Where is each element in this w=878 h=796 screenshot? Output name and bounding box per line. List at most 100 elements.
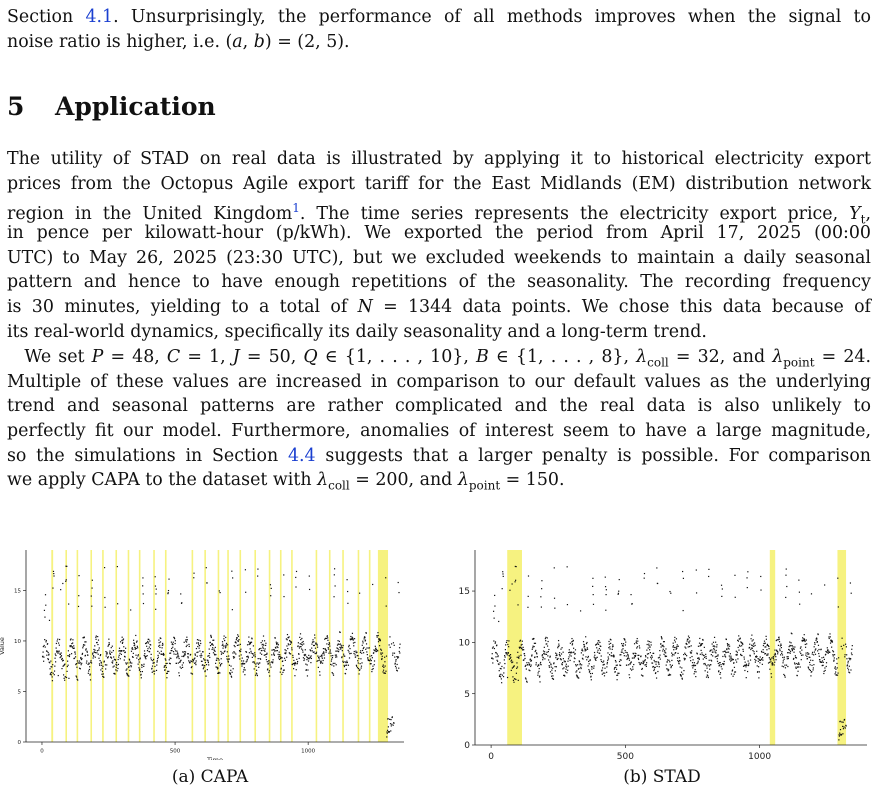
data-point: [800, 659, 802, 661]
data-point: [682, 577, 685, 579]
data-point: [67, 664, 69, 666]
data-point: [222, 647, 224, 649]
data-point: [377, 634, 379, 637]
data-point: [241, 660, 243, 662]
data-point: [370, 660, 372, 662]
data-point: [836, 674, 839, 676]
data-point: [279, 654, 281, 656]
data-point: [86, 660, 88, 662]
data-point: [850, 592, 852, 594]
data-point: [116, 664, 118, 666]
data-point: [846, 654, 848, 656]
data-point: [146, 650, 149, 652]
data-point: [642, 663, 645, 665]
data-point: [556, 654, 558, 657]
data-point: [708, 659, 710, 661]
data-point: [523, 659, 525, 661]
data-point: [396, 663, 398, 666]
data-point: [788, 648, 790, 651]
data-point: [520, 644, 522, 646]
data-point: [78, 575, 80, 577]
data-point: [581, 648, 583, 650]
data-point: [556, 658, 559, 660]
data-point: [348, 657, 351, 659]
data-point: [589, 670, 591, 672]
data-point: [672, 642, 674, 644]
data-point: [209, 644, 212, 647]
data-point: [170, 652, 172, 654]
data-point: [326, 643, 328, 645]
data-point: [158, 645, 160, 647]
data-point: [516, 667, 518, 669]
data-point: [330, 660, 332, 662]
data-point: [191, 666, 193, 668]
data-point: [168, 662, 171, 664]
data-point: [257, 575, 259, 577]
data-point: [515, 566, 517, 568]
data-point: [352, 638, 354, 640]
data-point: [336, 647, 338, 649]
section-ref-link[interactable]: 4.4: [287, 445, 316, 466]
data-point: [74, 656, 77, 658]
footnote-link[interactable]: 1: [292, 201, 300, 216]
data-point: [354, 641, 356, 644]
data-point: [599, 649, 602, 651]
data-point: [831, 640, 833, 642]
data-point: [557, 657, 559, 660]
x-axis-label: Time: [206, 756, 223, 760]
data-point: [115, 666, 117, 668]
data-point: [246, 644, 249, 646]
data-point: [355, 650, 357, 652]
data-point: [187, 656, 189, 658]
data-point: [218, 590, 220, 592]
data-point: [99, 654, 101, 657]
data-point: [821, 661, 823, 663]
data-point: [75, 663, 77, 666]
data-point: [842, 733, 844, 735]
data-point: [138, 661, 140, 663]
data-point: [314, 652, 316, 655]
data-point: [95, 638, 97, 640]
data-point: [526, 680, 528, 682]
data-point: [167, 592, 169, 594]
data-point: [228, 655, 230, 657]
data-point: [104, 664, 106, 666]
data-point: [666, 668, 668, 670]
data-point: [524, 655, 526, 657]
data-point: [563, 674, 565, 677]
data-point: [145, 655, 147, 658]
data-point: [576, 670, 578, 672]
data-point: [56, 650, 58, 652]
data-point: [825, 653, 827, 655]
data-point: [498, 663, 500, 666]
data-point: [198, 647, 200, 649]
data-point: [616, 674, 618, 676]
data-point: [782, 666, 785, 668]
data-point: [171, 643, 174, 645]
data-point: [373, 652, 375, 654]
data-point: [589, 659, 591, 662]
data-point: [131, 648, 133, 650]
data-point: [634, 652, 636, 654]
section-ref-link[interactable]: 4.1: [85, 7, 114, 27]
data-point: [801, 640, 803, 642]
data-point: [767, 644, 769, 647]
data-point: [658, 663, 660, 665]
data-point: [656, 567, 658, 569]
data-point: [380, 653, 382, 655]
data-point: [230, 669, 232, 671]
data-point: [639, 663, 642, 665]
data-point: [624, 638, 626, 640]
data-point: [637, 654, 639, 656]
data-point: [811, 671, 813, 673]
data-point: [44, 639, 46, 641]
data-point: [204, 670, 206, 672]
data-point: [359, 592, 361, 594]
data-point: [788, 649, 791, 651]
data-point: [389, 718, 391, 720]
intro-paragraph: Section 4.1. Unsurprisingly, the perform…: [7, 5, 871, 54]
data-point: [664, 655, 666, 657]
data-point: [798, 579, 800, 581]
data-point: [102, 675, 104, 678]
anomaly-band: [191, 550, 194, 742]
